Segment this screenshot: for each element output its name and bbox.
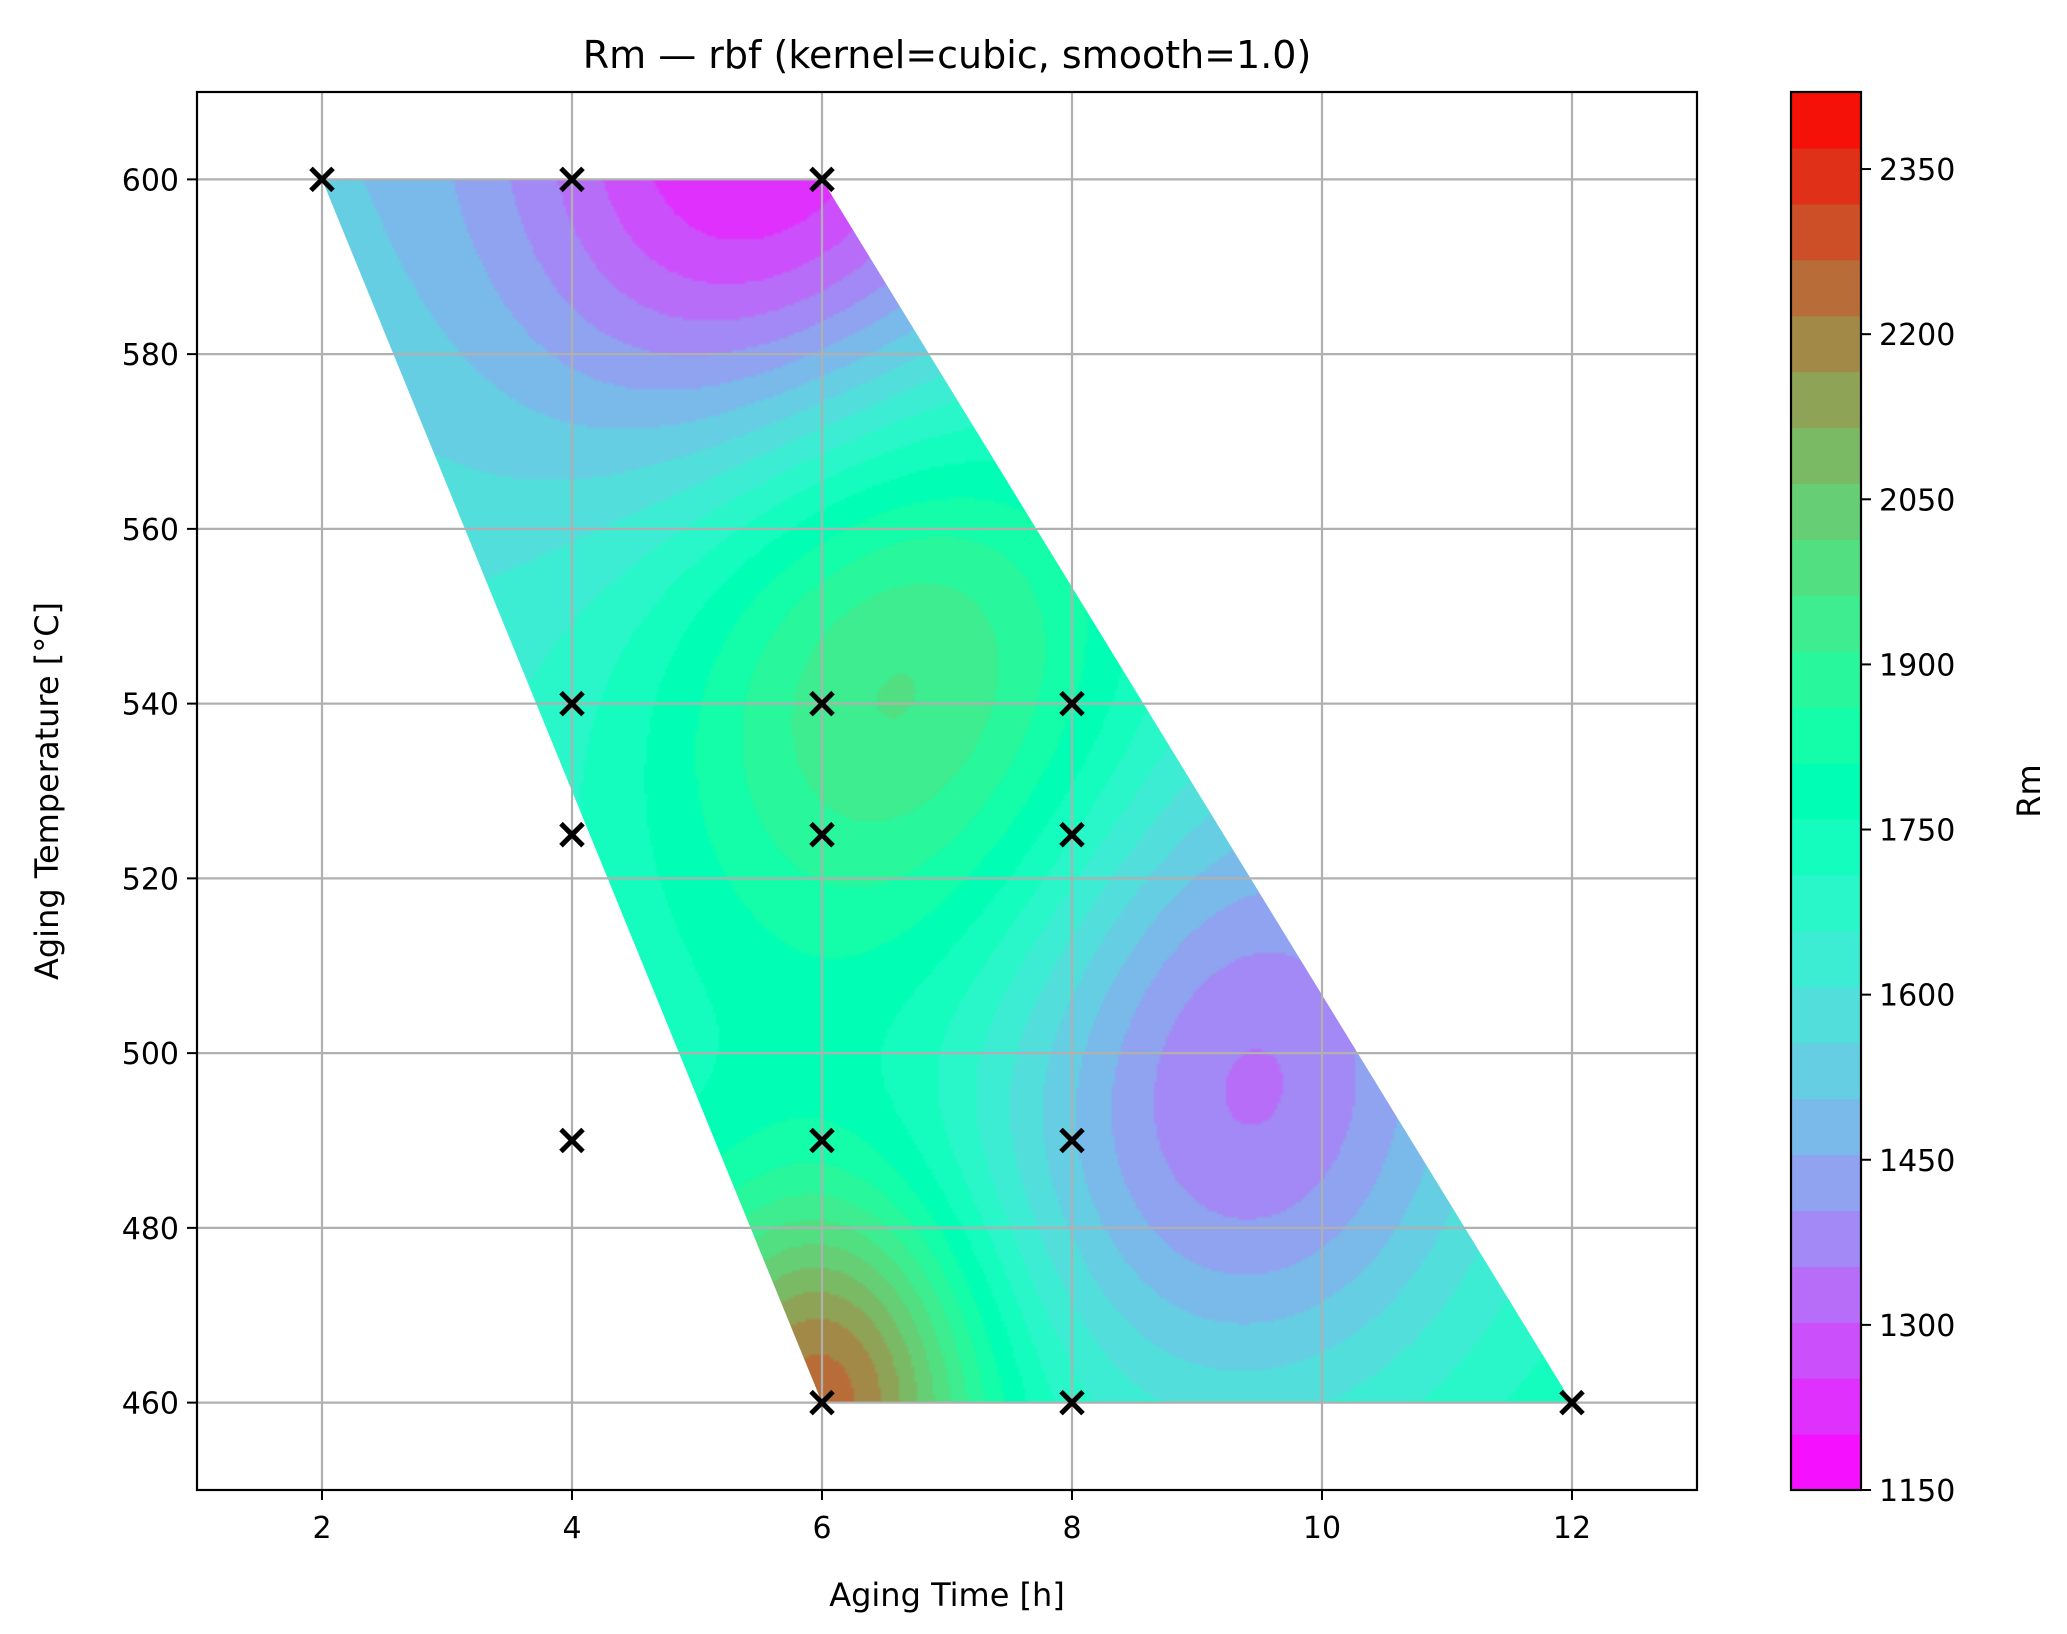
- colorbar-tick-label: 2350: [1879, 153, 1955, 188]
- colorbar-band: [1791, 763, 1861, 820]
- colorbar-tick-label: 1450: [1879, 1144, 1955, 1179]
- plot-frame: [195, 90, 1699, 1492]
- sample-marker: [1059, 1127, 1085, 1154]
- x-tick-label: 10: [1303, 1511, 1341, 1546]
- y-tick-label: 460: [122, 1387, 179, 1422]
- marker-stroke: [809, 1389, 835, 1416]
- colorbar-band: [1791, 371, 1861, 429]
- colorbar-band: [1791, 92, 1861, 149]
- colorbar-tick-label: 1300: [1879, 1309, 1955, 1344]
- y-tick-label: 500: [122, 1037, 179, 1072]
- colorbar-band: [1791, 539, 1861, 596]
- colorbar-band: [1791, 259, 1861, 317]
- sample-marker: [1059, 821, 1085, 848]
- y-axis-label: Aging Temperature [°C]: [28, 602, 66, 980]
- colorbar-band: [1791, 874, 1861, 932]
- marker-stroke: [1059, 821, 1085, 848]
- x-axis-label: Aging Time [h]: [829, 1576, 1065, 1614]
- contour-surface: [322, 179, 1572, 1403]
- y-tick-label: 580: [122, 338, 179, 373]
- colorbar-tick-label: 1600: [1879, 979, 1955, 1014]
- colorbar-band: [1791, 818, 1861, 876]
- colorbar-band: [1791, 595, 1861, 652]
- chart-title: Rm — rbf (kernel=cubic, smooth=1.0): [583, 33, 1312, 77]
- marker-stroke: [809, 166, 835, 193]
- sample-marker: [809, 1389, 835, 1416]
- colorbar-band: [1791, 986, 1861, 1044]
- y-tick-label: 520: [122, 862, 179, 897]
- x-tick-label: 12: [1553, 1511, 1591, 1546]
- colorbar-band: [1791, 315, 1861, 373]
- marker-stroke: [559, 821, 585, 848]
- marker-stroke: [559, 690, 585, 717]
- colorbar-band: [1791, 1434, 1861, 1491]
- marker-stroke: [1059, 690, 1085, 717]
- sample-marker: [1559, 1389, 1585, 1416]
- contour-fill: [322, 179, 1572, 1403]
- sample-markers: [309, 166, 1585, 1416]
- colorbar-band: [1791, 651, 1861, 708]
- sample-marker: [809, 166, 835, 193]
- colorbar-band: [1791, 1210, 1861, 1267]
- sample-marker: [309, 166, 335, 193]
- sample-marker: [809, 821, 835, 848]
- marker-stroke: [809, 1127, 835, 1154]
- colorbar-band: [1791, 1378, 1861, 1435]
- colorbar-band: [1791, 1266, 1861, 1323]
- x-axis-ticks: 2 4 6 8 10 12: [312, 1490, 1591, 1546]
- marker-stroke: [559, 1127, 585, 1154]
- marker-stroke: [1559, 1389, 1585, 1416]
- marker-stroke: [309, 166, 335, 193]
- sample-marker: [1059, 690, 1085, 717]
- x-tick-label: 8: [1062, 1511, 1081, 1546]
- marker-stroke: [559, 166, 585, 193]
- colorbar-tick-label: 1750: [1879, 814, 1955, 849]
- sample-marker: [559, 166, 585, 193]
- sample-marker: [1059, 1389, 1085, 1416]
- marker-stroke: [1059, 1127, 1085, 1154]
- sample-marker: [559, 690, 585, 717]
- colorbar-band: [1791, 483, 1861, 540]
- colorbar-band: [1791, 1322, 1861, 1379]
- colorbar-band: [1791, 707, 1861, 764]
- colorbar-band: [1791, 1154, 1861, 1211]
- colorbar-tick-label: 1150: [1879, 1474, 1955, 1509]
- colorbar-tick-label: 2200: [1879, 318, 1955, 353]
- sample-marker: [559, 1127, 585, 1154]
- colorbar-band: [1791, 1098, 1861, 1156]
- colorbar-tick-label: 1900: [1879, 648, 1955, 683]
- grid: [197, 92, 1697, 1490]
- y-tick-label: 560: [122, 513, 179, 548]
- x-tick-label: 6: [812, 1511, 831, 1546]
- sample-marker: [809, 690, 835, 717]
- sample-marker: [809, 1127, 835, 1154]
- colorbar-label: Rm: [2010, 764, 2048, 817]
- colorbar-band: [1791, 1042, 1861, 1100]
- y-axis-ticks: 460 480 500 520 540 560 580 600: [122, 163, 197, 1422]
- colorbar-tick-label: 2050: [1879, 483, 1955, 518]
- colorbar-frame: [1789, 90, 1863, 1492]
- colorbar-band: [1791, 147, 1861, 205]
- marker-stroke: [809, 821, 835, 848]
- colorbar-band: [1791, 930, 1861, 988]
- marker-stroke: [809, 690, 835, 717]
- colorbar: 1150 1300 1450 1600 1750 1900 2050 2200 2350 Rm: [1789, 90, 2048, 1509]
- colorbar-bands: [1791, 92, 1861, 1491]
- colorbar-band: [1791, 427, 1861, 485]
- marker-stroke: [1059, 1389, 1085, 1416]
- colorbar-ticks: 1150 1300 1450 1600 1750 1900 2050 2200 2350: [1861, 153, 1955, 1509]
- y-tick-label: 540: [122, 688, 179, 723]
- colorbar-band: [1791, 203, 1861, 261]
- sample-marker: [559, 821, 585, 848]
- x-tick-label: 2: [312, 1511, 331, 1546]
- y-tick-label: 600: [122, 163, 179, 198]
- y-tick-label: 480: [122, 1212, 179, 1247]
- x-tick-label: 4: [562, 1511, 581, 1546]
